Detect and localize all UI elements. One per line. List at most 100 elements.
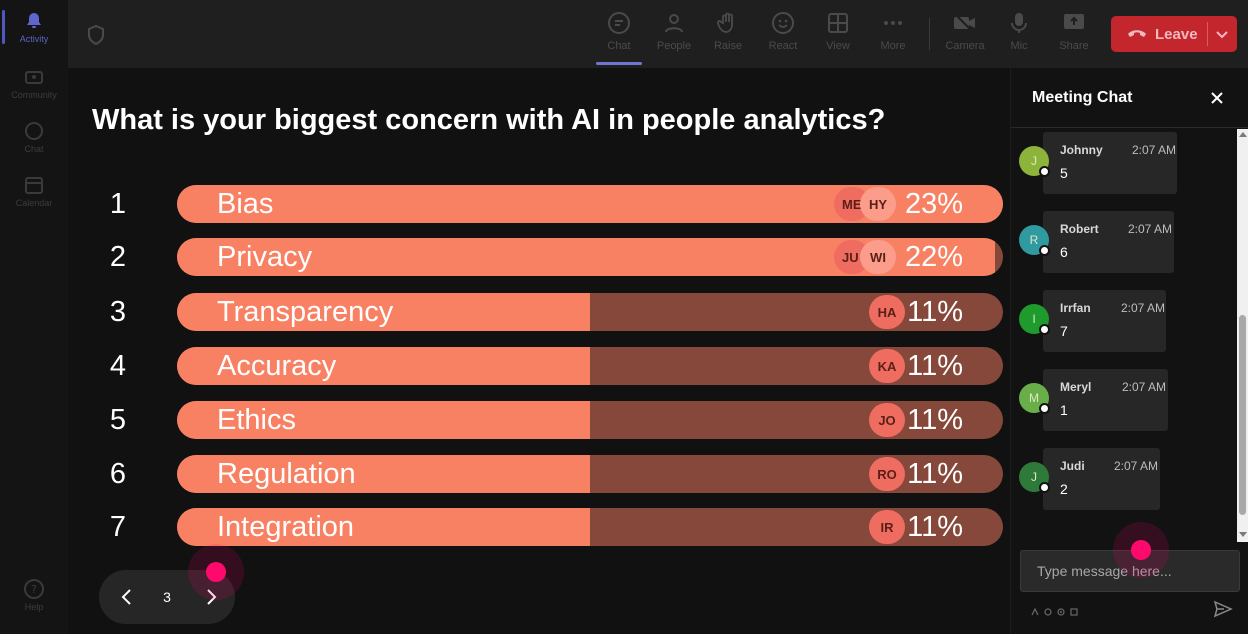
- poll-option-fill: [177, 401, 590, 439]
- toolbar-more-button[interactable]: More: [868, 10, 918, 60]
- grid-icon: [825, 10, 851, 36]
- message-text: 6: [1060, 244, 1068, 260]
- app-rail: Activity Community Chat Calendar ? Help: [0, 0, 68, 634]
- voter-avatar: HY: [860, 187, 896, 221]
- poll-option-label: Ethics: [217, 404, 296, 436]
- rail-item-help[interactable]: ? Help: [0, 578, 68, 630]
- poll-option-privacy: 2 Privacy JU WI 22%: [68, 238, 1010, 276]
- poll-option-transparency: 3 Transparency HA 11%: [68, 293, 1010, 331]
- page-number: 3: [163, 589, 171, 605]
- shield-icon: [86, 24, 106, 46]
- toolbar-react-button[interactable]: React: [758, 10, 808, 60]
- toolbar-mic-button[interactable]: Mic: [994, 10, 1044, 60]
- voter-avatar: JO: [869, 403, 905, 437]
- help-icon: ?: [23, 578, 45, 600]
- toolbar-people-button[interactable]: People: [649, 10, 699, 60]
- leave-label: Leave: [1155, 25, 1198, 43]
- poll-option-rank: 3: [109, 296, 127, 328]
- format-icon[interactable]: [1031, 603, 1039, 616]
- scrollbar-thumb[interactable]: [1239, 315, 1246, 515]
- toolbar-raise-button[interactable]: Raise: [703, 10, 753, 60]
- poll-option-percent: 11%: [907, 511, 963, 543]
- format-toolbar: [1031, 603, 1078, 616]
- chat-icon: [606, 10, 632, 36]
- community-icon: [23, 66, 45, 88]
- meeting-chat-panel: Meeting Chat J Johnny 2:07 AM 5 R Robert 2:07 …: [1010, 68, 1248, 634]
- poll-option-fill: [177, 293, 590, 331]
- poll-option-percent: 23%: [904, 188, 963, 220]
- message-timestamp: 2:07 AM: [1121, 301, 1166, 315]
- emoji-icon[interactable]: [1057, 603, 1065, 616]
- meeting-toolbar: Chat People Raise React View: [68, 0, 1248, 68]
- rail-active-indicator: [2, 10, 5, 44]
- svg-text:?: ?: [31, 583, 37, 596]
- gif-icon[interactable]: [1070, 603, 1078, 616]
- voter-avatar: IR: [869, 510, 905, 544]
- chat-message-list[interactable]: J Johnny 2:07 AM 5 R Robert 2:07 AM 6 I Irrfan 2:0…: [1011, 129, 1237, 542]
- chat-header: Meeting Chat: [1011, 68, 1248, 128]
- chat-scrollbar[interactable]: [1237, 129, 1248, 542]
- avatar[interactable]: I: [1019, 304, 1049, 334]
- rail-item-calendar[interactable]: Calendar: [0, 174, 68, 226]
- phone-hangup-icon: [1127, 27, 1147, 41]
- message-text: 1: [1060, 402, 1068, 418]
- chat-message: I Irrfan 2:07 AM 7: [1019, 290, 1166, 352]
- cursor-indicator: [1113, 522, 1169, 578]
- poll-option-percent: 11%: [907, 350, 963, 382]
- poll-option-percent: 11%: [907, 296, 963, 328]
- message-text: 5: [1060, 165, 1068, 181]
- calendar-icon: [23, 174, 45, 196]
- toolbar-view-button[interactable]: View: [813, 10, 863, 60]
- poll-option-bias: 1 Bias ME HY 23%: [68, 185, 1010, 223]
- scroll-down-icon[interactable]: [1239, 532, 1247, 537]
- send-icon[interactable]: [1213, 599, 1233, 619]
- leave-button[interactable]: Leave: [1111, 16, 1237, 52]
- rail-item-community[interactable]: Community: [0, 66, 68, 118]
- message-text: 2: [1060, 481, 1068, 497]
- mic-icon: [1006, 10, 1032, 36]
- attach-icon[interactable]: [1044, 603, 1052, 616]
- rail-item-activity[interactable]: Activity: [0, 10, 68, 62]
- poll-option-label: Privacy: [217, 241, 313, 273]
- poll-option-rank: 1: [109, 188, 127, 220]
- chat-message-input[interactable]: [1020, 550, 1240, 592]
- close-icon[interactable]: [1209, 90, 1225, 106]
- message-timestamp: 2:07 AM: [1132, 143, 1177, 157]
- chevron-left-icon[interactable]: [115, 585, 139, 609]
- poll-option-percent: 11%: [907, 404, 963, 436]
- rail-item-label: Calendar: [15, 198, 53, 208]
- toolbar-label: People: [656, 40, 692, 52]
- toolbar-share-button[interactable]: Share: [1049, 10, 1099, 60]
- poll-option-label: Regulation: [217, 458, 356, 490]
- share-icon: [1061, 10, 1087, 36]
- chat-title: Meeting Chat: [1032, 89, 1133, 106]
- poll-option-integration: 7 Integration IR 11%: [68, 508, 1010, 546]
- poll-option-rank: 5: [109, 404, 127, 436]
- message-sender: Johnny: [1060, 143, 1103, 157]
- toolbar-chat-button[interactable]: Chat: [594, 10, 644, 60]
- message-timestamp: 2:07 AM: [1128, 222, 1173, 236]
- poll-option-percent: 22%: [904, 241, 963, 273]
- cursor-indicator: [188, 544, 244, 600]
- chevron-down-icon[interactable]: [1214, 26, 1230, 42]
- voter-avatar: KA: [869, 349, 905, 383]
- chevron-right-icon[interactable]: [199, 585, 223, 609]
- toolbar-label: More: [880, 40, 906, 52]
- toolbar-camera-button[interactable]: Camera: [940, 10, 990, 60]
- chat-message: J Judi 2:07 AM 2: [1019, 448, 1160, 510]
- poll-option-rank: 2: [109, 241, 127, 273]
- people-icon: [661, 10, 687, 36]
- poll-option-bar: Transparency HA 11%: [177, 293, 1003, 331]
- scroll-up-icon[interactable]: [1239, 132, 1247, 137]
- message-text: 7: [1060, 323, 1068, 339]
- toolbar-label: Raise: [713, 40, 743, 52]
- presence-status-icon: [1039, 403, 1050, 414]
- message-timestamp: 2:07 AM: [1114, 459, 1159, 473]
- help-label: Help: [24, 602, 44, 612]
- message-sender: Meryl: [1060, 380, 1092, 394]
- poll-question: What is your biggest concern with AI in …: [92, 104, 886, 136]
- toolbar-label: Camera: [945, 40, 985, 52]
- rail-item-chat[interactable]: Chat: [0, 120, 68, 172]
- toolbar-label: Mic: [1010, 40, 1028, 52]
- toolbar-label: Share: [1059, 40, 1089, 52]
